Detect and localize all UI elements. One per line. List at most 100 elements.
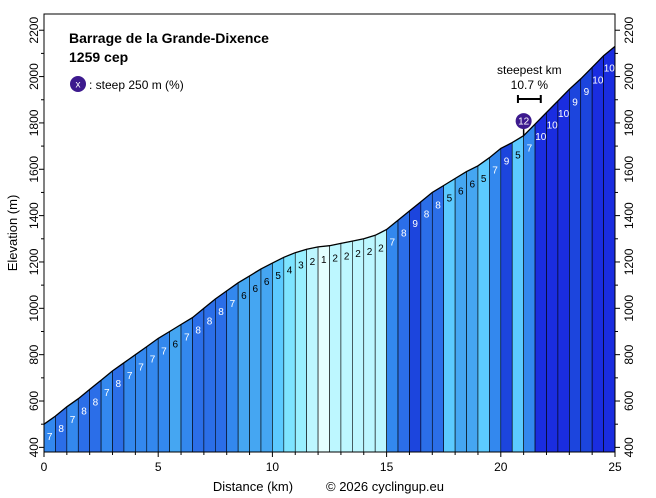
segment-gradient-label: 2 [378,243,384,254]
gradient-segment [477,157,490,453]
segment-gradient-label: 6 [241,291,247,302]
x-tick-label: 0 [41,460,48,474]
segment-gradient-label: 2 [367,247,373,258]
segment-gradient-label: 6 [469,180,475,191]
segment-gradient-label: 8 [424,210,430,221]
legend-text: : steep 250 m (%) [89,78,184,92]
y-tick-label-right: 1600 [622,156,636,183]
gradient-segment [591,54,604,453]
chart-subtitle: 1259 cep [69,49,128,65]
gradient-segment [294,248,307,453]
segment-gradient-label: 8 [218,307,224,318]
segment-gradient-label: 7 [150,355,156,366]
y-tick-label-right: 1400 [622,202,636,229]
segment-gradient-label: 5 [275,271,281,282]
gradient-segment [272,256,285,453]
gradient-segment [260,262,273,453]
gradient-segment [603,45,616,453]
steepest-km-annotation: steepest km 10.7 % 12 [497,63,562,136]
gradient-segment [443,178,456,453]
y-tick-label-left: 400 [27,437,41,457]
steepest-badge [515,113,532,130]
y-tick-label-right: 600 [622,391,636,411]
gradient-segments [43,45,616,453]
segment-gradient-label: 2 [344,251,350,262]
y-tick-label-left: 600 [27,391,41,411]
segment-gradient-label: 8 [207,316,213,327]
segment-gradient-label: 7 [184,333,190,344]
y-tick-label-right: 2200 [622,17,636,44]
segment-gradient-label: 6 [458,187,464,198]
gradient-segment [409,201,422,453]
segment-gradient-label: 8 [195,326,201,337]
segment-gradient-label: 8 [58,424,64,435]
segment-gradient-label: 8 [401,228,407,239]
gradient-segment [306,246,319,453]
steepest-badge-value: 12 [518,117,530,128]
segment-gradient-label: 6 [252,284,258,295]
x-tick-label: 25 [608,460,622,474]
gradient-segment [386,219,399,453]
segment-gradient-label: 10 [604,64,616,75]
y-tick-label-left: 1600 [27,156,41,183]
gradient-segment [374,229,387,453]
gradient-segment [100,370,113,453]
segment-gradient-label: 10 [547,120,559,131]
segment-gradient-label: 8 [81,407,87,418]
segment-gradient-label: 8 [93,397,99,408]
gradient-segment [431,184,445,453]
y-tick-label-left: 2200 [27,17,41,44]
segment-gradient-label: 9 [412,219,418,230]
segment-gradient-label: 7 [527,144,533,155]
segment-gradient-label: 9 [504,156,510,167]
gradient-segment [77,388,90,453]
segment-gradient-label: 10 [535,132,547,143]
gradient-segment [329,243,342,453]
segment-gradient-label: 7 [104,388,110,399]
gradient-segment [557,88,570,453]
segment-gradient-label: 1 [321,255,327,266]
chart-title: Barrage de la Grande-Dixence [69,30,269,46]
gradient-segment [283,252,296,453]
gradient-segment [123,354,136,453]
y-tick-label-right: 2000 [622,63,636,90]
plot-frame [43,13,616,453]
segment-gradient-label: 6 [264,277,270,288]
gradient-segment [454,171,467,453]
segment-gradient-label: 9 [584,87,590,98]
gradient-segment [112,362,125,453]
gradient-segment [569,78,582,453]
gradient-segment [397,210,410,453]
steepest-km-label: steepest km [497,63,562,77]
legend-marker [70,76,86,92]
segment-gradient-label: 5 [447,193,453,204]
segment-gradient-label: 7 [390,238,396,249]
segment-gradient-label: 7 [70,415,76,426]
segment-gradient-label: 7 [230,299,236,310]
y-tick-label-right: 400 [622,437,636,457]
segment-gradient-label: 10 [558,109,570,120]
segment-gradient-label: 2 [332,254,338,265]
segment-gradient-label: 2 [355,249,361,260]
y-tick-label-left: 2000 [27,63,41,90]
segment-gradient-label: 9 [572,97,578,108]
gradient-segment [363,234,376,453]
segment-gradient-label: 10 [592,75,604,86]
credit-text: © 2026 cyclingup.eu [326,479,444,494]
y-axis-label: Elevation (m) [5,195,20,272]
steepest-km-value: 10.7 % [511,78,549,92]
segment-gradient-label: 7 [138,363,144,374]
y-tick-label-left: 1400 [27,202,41,229]
gradient-segment [534,111,547,453]
gradient-segment [580,66,593,453]
y-tick-label-left: 1800 [27,109,41,136]
segment-gradient-label: 6 [173,339,179,350]
gradient-segment [500,142,513,453]
gradient-segment [89,379,102,453]
x-tick-label: 5 [155,460,162,474]
y-tick-label-left: 800 [27,344,41,364]
segment-gradient-label: 5 [515,151,521,162]
